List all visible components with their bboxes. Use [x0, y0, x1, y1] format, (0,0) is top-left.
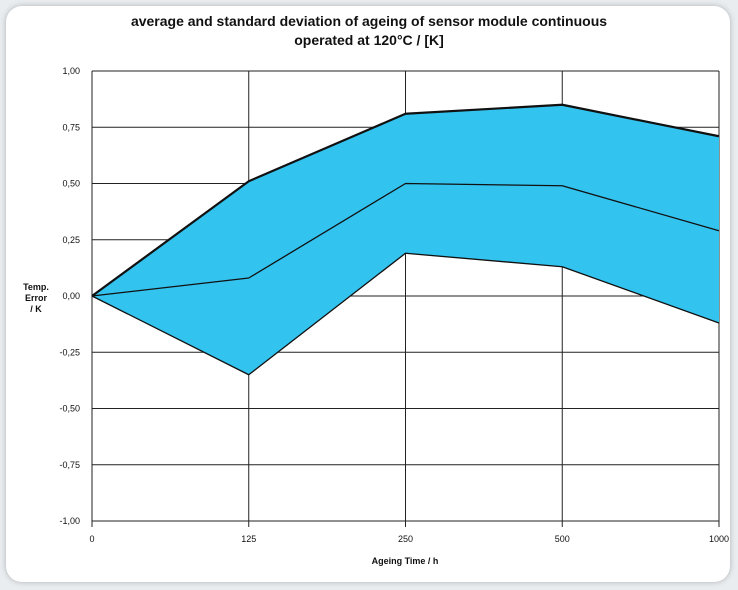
y-tick-label: 0,25	[62, 235, 80, 245]
y-axis-label-line-1: Temp.	[23, 282, 49, 292]
x-axis-label: Ageing Time / h	[372, 556, 439, 566]
y-tick-label: 0,75	[62, 122, 80, 132]
mean-series-line	[91, 182, 720, 297]
series-lines	[91, 103, 720, 376]
deviation-band	[92, 104, 719, 375]
y-tick-label: -0,25	[59, 347, 80, 357]
chart-title-line-1: average and standard deviation of ageing…	[130, 13, 608, 29]
x-tick-label: 500	[555, 534, 570, 544]
chart-title: average and standard deviation of ageing…	[0, 12, 738, 50]
lower-series-line	[91, 252, 720, 376]
tick-labels: 1,00 0,75 0,50 0,25 0,00 -0,25 -0,50 -0,75 -1,00…	[59, 66, 729, 544]
x-tick-label: 1000	[709, 534, 729, 544]
band-fill	[92, 104, 719, 375]
y-tick-label: -0,50	[59, 404, 80, 414]
x-tick-label: 125	[241, 534, 256, 544]
y-axis-label-line-2: Error	[25, 293, 48, 303]
y-tick-label: 1,00	[62, 66, 80, 76]
x-tick-label: 250	[398, 534, 413, 544]
x-tick-label: 0	[89, 534, 94, 544]
y-tick-label: -1,00	[59, 516, 80, 526]
y-tick-label: 0,50	[62, 179, 80, 189]
y-axis-label-line-3: / K	[30, 304, 42, 314]
y-tick-label: 0,00	[62, 291, 80, 301]
chart-title-line-2: operated at 120°C / [K]	[294, 32, 444, 48]
upper-series-line	[91, 103, 720, 297]
y-tick-label: -0,75	[59, 460, 80, 470]
